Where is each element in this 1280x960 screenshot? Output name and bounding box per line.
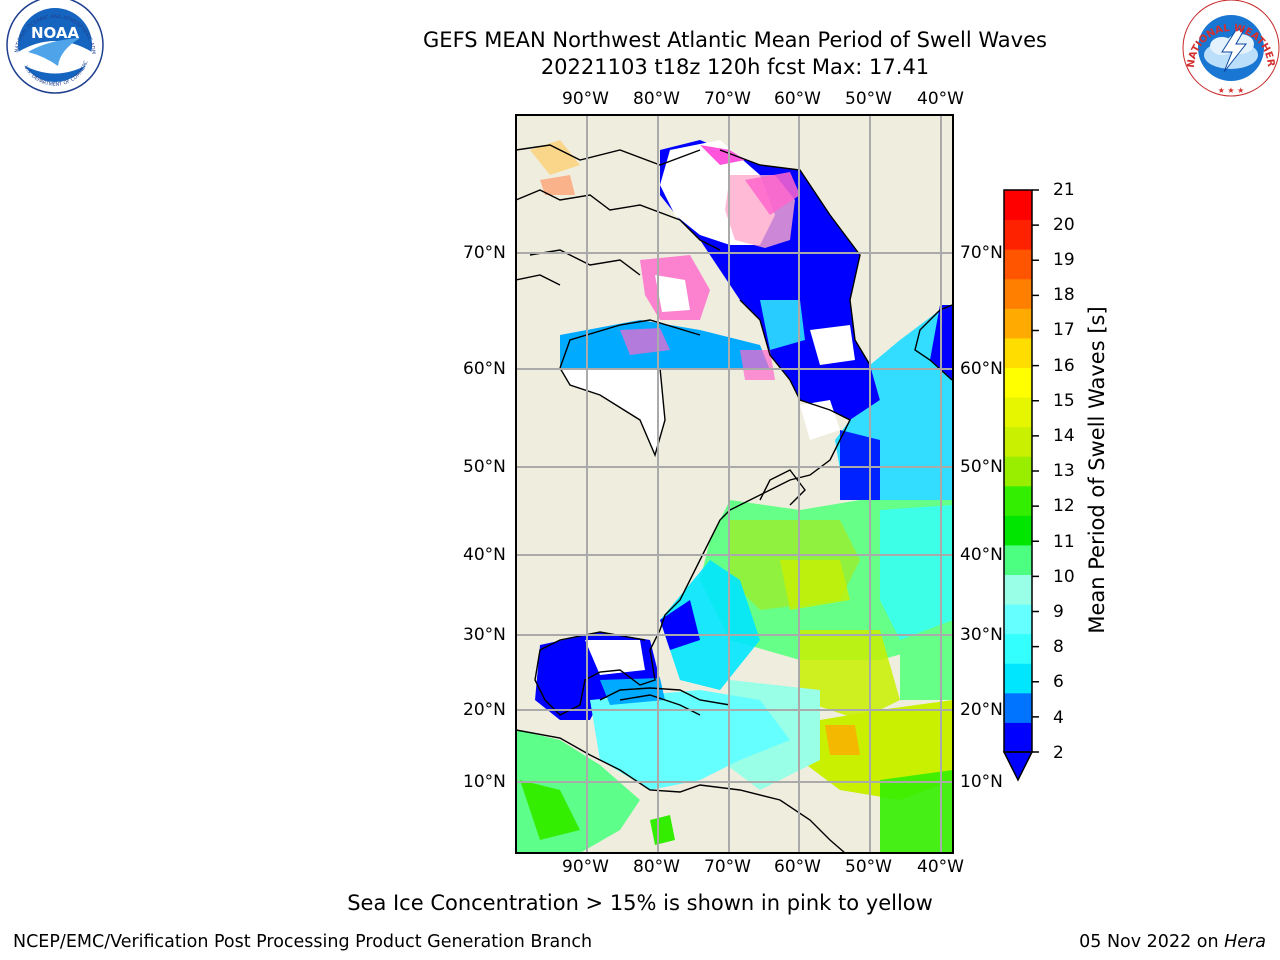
colorbar-segment bbox=[1004, 574, 1032, 605]
lon-label-top: 80°W bbox=[633, 89, 680, 109]
lat-label-right: 40°N bbox=[960, 545, 1003, 565]
lon-label-bottom: 50°W bbox=[845, 857, 892, 877]
colorbar-segment bbox=[1004, 485, 1032, 516]
colorbar-tick-label: 13 bbox=[1053, 461, 1075, 481]
map-subtitle: 20221103 t18z 120h fcst Max: 17.41 bbox=[540, 55, 930, 79]
graticule bbox=[516, 115, 953, 853]
colorbar-segment bbox=[1004, 278, 1032, 309]
colorbar-tick-label: 18 bbox=[1053, 285, 1075, 305]
colorbar-segment bbox=[1004, 692, 1032, 723]
noaa-logo: NOAA NATIONAL OCEANIC AND ATMOSPHERIC AD… bbox=[0, 0, 104, 94]
colorbar-segment bbox=[1004, 249, 1032, 280]
map-panel bbox=[516, 115, 953, 853]
lat-label-right: 60°N bbox=[960, 359, 1003, 379]
lat-label-left: 60°N bbox=[463, 359, 506, 379]
colorbar-segment bbox=[1004, 397, 1032, 428]
lon-label-top: 50°W bbox=[845, 89, 892, 109]
noaa-logo-text: NOAA bbox=[31, 24, 80, 42]
lat-label-left: 30°N bbox=[463, 625, 506, 645]
colorbar-tick-label: 2 bbox=[1053, 743, 1064, 763]
colorbar-segment bbox=[1004, 515, 1032, 546]
lon-label-top: 90°W bbox=[562, 89, 609, 109]
lat-label-right: 70°N bbox=[960, 243, 1003, 263]
colorbar-segment bbox=[1004, 219, 1032, 250]
lon-label-top: 60°W bbox=[774, 89, 821, 109]
colorbar-segment bbox=[1004, 604, 1032, 635]
host-name: Hera bbox=[1224, 932, 1266, 952]
lon-label-bottom: 60°W bbox=[774, 857, 821, 877]
colorbar-tick-label: 21 bbox=[1053, 180, 1075, 200]
colorbar-segment bbox=[1004, 663, 1032, 694]
lat-label-left: 40°N bbox=[463, 545, 506, 565]
colorbar-tick-label: 4 bbox=[1053, 708, 1064, 728]
lon-label-bottom: 80°W bbox=[633, 857, 680, 877]
colorbar-tick-label: 8 bbox=[1053, 637, 1064, 657]
colorbar-segment bbox=[1004, 456, 1032, 487]
lon-label-bottom: 40°W bbox=[917, 857, 964, 877]
map-frame bbox=[515, 114, 954, 854]
colorbar-tick-label: 6 bbox=[1053, 672, 1064, 692]
svg-text:★ ★ ★: ★ ★ ★ bbox=[1218, 86, 1245, 95]
colorbar-segment bbox=[1004, 337, 1032, 368]
producer-credit: NCEP/EMC/Verification Post Processing Pr… bbox=[13, 932, 593, 952]
colorbar-tick-label: 10 bbox=[1053, 567, 1075, 587]
lon-label-top: 40°W bbox=[917, 89, 964, 109]
date-text: 05 Nov 2022 on bbox=[1079, 932, 1225, 952]
lat-label-left: 20°N bbox=[463, 700, 506, 720]
generation-date: 05 Nov 2022 on Hera bbox=[1079, 932, 1266, 952]
lat-label-right: 10°N bbox=[960, 772, 1003, 792]
colorbar-tick-label: 19 bbox=[1053, 250, 1075, 270]
colorbar-title-text: Mean Period of Swell Waves [s] bbox=[1085, 306, 1109, 634]
caribbean-swell bbox=[590, 690, 790, 790]
map-title: GEFS MEAN Northwest Atlantic Mean Period… bbox=[423, 28, 1047, 52]
lat-label-left: 70°N bbox=[463, 243, 506, 263]
lon-label-bottom: 70°W bbox=[704, 857, 751, 877]
colorbar-segment bbox=[1004, 190, 1032, 221]
lon-label-bottom: 90°W bbox=[562, 857, 609, 877]
lat-label-left: 50°N bbox=[463, 457, 506, 477]
colorbar-segment bbox=[1004, 633, 1032, 664]
lon-label-top: 70°W bbox=[704, 89, 751, 109]
colorbar-tick-label: 14 bbox=[1053, 426, 1075, 446]
colorbar-segment bbox=[1004, 367, 1032, 398]
svg-text:NATIONAL WEATHER SERVICE: NATIONAL WEATHER SERVICE bbox=[0, 0, 1276, 68]
colorbar-tick-label: 20 bbox=[1053, 215, 1075, 235]
colorbar-tick-label: 9 bbox=[1053, 602, 1064, 622]
colorbar-tick-label: 11 bbox=[1053, 532, 1075, 552]
colorbar bbox=[1002, 189, 1039, 782]
colorbar-segment bbox=[1004, 722, 1032, 753]
lat-label-right: 50°N bbox=[960, 457, 1003, 477]
nws-logo: NATIONAL WEATHER SERVICE ★ ★ ★ bbox=[0, 0, 1280, 97]
lat-label-right: 30°N bbox=[960, 625, 1003, 645]
lat-label-left: 10°N bbox=[463, 772, 506, 792]
lat-label-right: 20°N bbox=[960, 700, 1003, 720]
colorbar-extend-arrow bbox=[1002, 751, 1034, 782]
colorbar-tick-label: 15 bbox=[1053, 391, 1075, 411]
colorbar-tick-label: 12 bbox=[1053, 496, 1075, 516]
colorbar-segment bbox=[1004, 308, 1032, 339]
colorbar-tick-label: 16 bbox=[1053, 356, 1075, 376]
colorbar-segment bbox=[1004, 544, 1032, 576]
colorbar-tick-label: 17 bbox=[1053, 320, 1075, 340]
sea-ice-caption: Sea Ice Concentration > 15% is shown in … bbox=[347, 891, 933, 915]
colorbar-segment bbox=[1004, 426, 1032, 457]
